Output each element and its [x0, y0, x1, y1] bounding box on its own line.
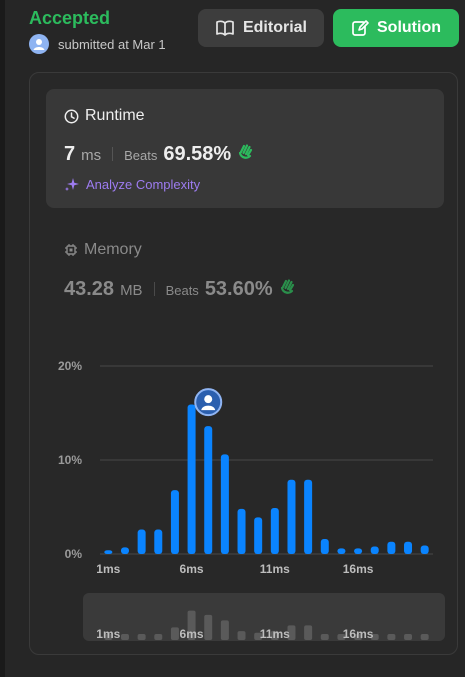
memory-title: Memory [64, 241, 142, 259]
runtime-beats-percent: 69.58% [163, 143, 232, 165]
user-icon [201, 405, 216, 411]
runtime-card[interactable]: Runtime 7 ms Beats 69.58% Analyze Comple… [46, 89, 444, 208]
mini-chart-bar [154, 634, 163, 640]
y-tick-label: 20% [58, 359, 82, 373]
chart-bar[interactable] [370, 546, 379, 554]
edit-icon [352, 20, 369, 36]
mini-chart-bar [237, 631, 246, 640]
memory-value: 43.28 [64, 278, 115, 300]
mini-chart-bar [204, 614, 213, 640]
performance-panel: Runtime 7 ms Beats 69.58% Analyze Comple… [29, 72, 458, 655]
chip-icon [65, 244, 77, 256]
clock-icon [64, 109, 79, 123]
chart-bar[interactable] [220, 454, 229, 554]
mini-chart-bar [387, 634, 396, 640]
divider [153, 282, 155, 296]
analyze-complexity-link[interactable]: Analyze Complexity [64, 176, 200, 192]
memory-beats-percent: 53.60% [204, 278, 273, 300]
chart-bar[interactable] [254, 517, 263, 554]
mini-chart-bar [354, 634, 363, 640]
submitted-at-text: submitted at Mar 1 [58, 36, 166, 52]
x-tick-label: 6ms [180, 562, 204, 576]
range-selector[interactable] [83, 593, 445, 641]
mini-x-tick-label: 11ms [260, 627, 290, 641]
mini-chart-bar [187, 610, 196, 640]
y-tick-label: 10% [58, 453, 82, 467]
runtime-title: Runtime [64, 107, 145, 125]
mini-chart-bar [287, 625, 296, 640]
mini-chart-bar [337, 634, 346, 640]
chart-bar[interactable] [237, 508, 246, 554]
user-icon [33, 39, 45, 50]
x-tick-label: 11ms [260, 562, 290, 576]
mini-chart-bar [254, 632, 263, 640]
chart-bar[interactable] [304, 479, 313, 554]
mini-chart-bar [120, 634, 129, 640]
chart-bar[interactable] [120, 547, 129, 554]
clap-icon [280, 279, 294, 294]
submission-result-panel: Accepted submitted at Mar 1 Editorial So… [5, 0, 465, 677]
divider [112, 147, 114, 161]
chart-bar[interactable] [354, 548, 363, 554]
chart-bar[interactable] [420, 545, 429, 554]
memory-metric[interactable]: 43.28 MB Beats 53.60% [64, 277, 297, 301]
chart-bar[interactable] [320, 538, 329, 554]
analyze-complexity-label: Analyze Complexity [86, 176, 201, 192]
mini-chart-bar [137, 634, 146, 640]
editorial-button[interactable]: Editorial [198, 9, 324, 47]
y-tick-label: 0% [65, 547, 83, 561]
mini-chart-bar [320, 634, 329, 640]
x-tick-label: 16ms [343, 562, 374, 576]
chart-bar[interactable] [154, 529, 163, 554]
chart-bar[interactable] [287, 479, 296, 554]
mini-chart-bar [170, 627, 179, 640]
runtime-beats-label: Beats [124, 148, 158, 163]
mini-chart-bar [404, 634, 413, 640]
submission-status: Accepted [29, 8, 111, 28]
user-icon [204, 395, 213, 404]
submitter-info: submitted at Mar 1 [29, 34, 166, 54]
mini-chart-bar [104, 634, 113, 640]
chart-bar[interactable] [387, 541, 396, 554]
memory-unit: MB [120, 282, 143, 299]
chart-bar[interactable] [137, 529, 146, 554]
runtime-title-label: Runtime [85, 107, 145, 124]
runtime-unit: ms [81, 147, 102, 164]
runtime-metric: 7 ms Beats 69.58% [64, 142, 255, 166]
mini-chart-bar [370, 634, 379, 640]
mini-x-tick-label: 1ms [96, 627, 120, 641]
solution-button-label: Solution [377, 19, 441, 36]
memory-beats-label: Beats [165, 283, 199, 298]
sparkle-icon [65, 178, 79, 191]
chart-bar[interactable] [170, 490, 179, 554]
solution-button[interactable]: Solution [333, 9, 459, 47]
runtime-value: 7 [64, 143, 76, 165]
mini-chart-bar [270, 630, 279, 640]
book-icon [216, 20, 234, 36]
mini-x-tick-label: 16ms [343, 627, 374, 641]
avatar[interactable] [29, 34, 49, 54]
chart-bar[interactable] [404, 541, 413, 554]
clap-icon [239, 144, 253, 159]
chart-bar[interactable] [104, 550, 113, 554]
chart-bar[interactable] [187, 404, 196, 554]
mini-chart-bar [304, 625, 313, 640]
chart-bar[interactable] [204, 426, 213, 554]
mini-chart-bar [420, 634, 429, 640]
chart-bar[interactable] [270, 507, 279, 554]
editorial-button-label: Editorial [242, 19, 307, 36]
x-tick-label: 1ms [96, 562, 120, 576]
mini-chart-bar [220, 620, 229, 640]
chart-bar[interactable] [337, 548, 346, 554]
memory-title-label: Memory [84, 241, 142, 258]
runtime-distribution-chart: 20% 10% 0% 1ms 6ms 11ms 16ms 1ms 6ms 11ms 16ms [58, 359, 433, 641]
mini-x-tick-label: 6ms [180, 627, 204, 641]
